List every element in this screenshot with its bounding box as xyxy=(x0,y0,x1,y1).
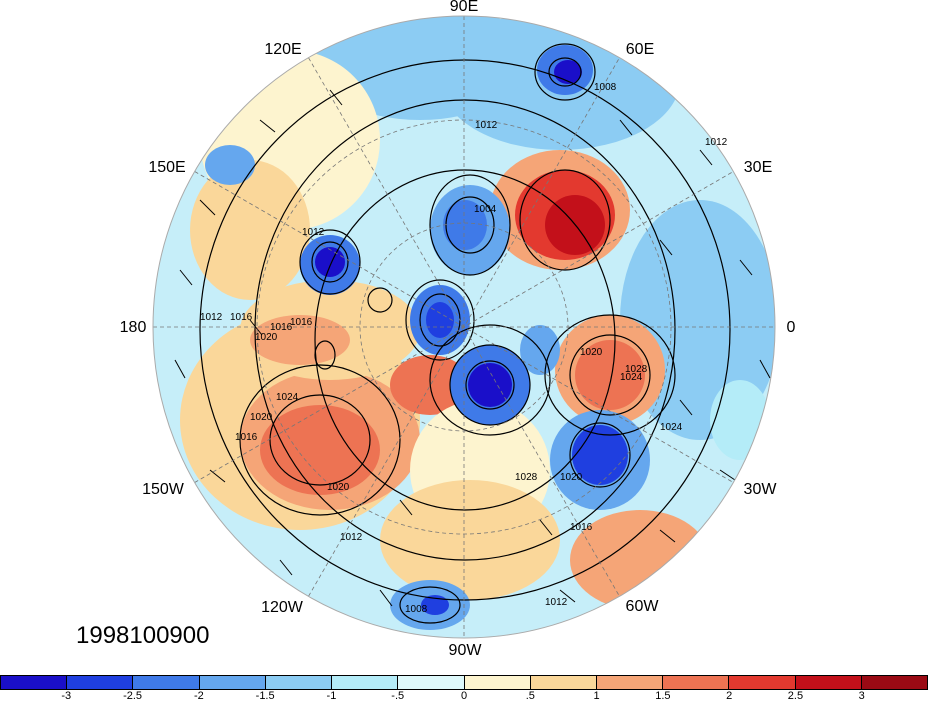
colorbar-box xyxy=(861,676,928,689)
colorbar-tick-label: 1 xyxy=(593,690,600,702)
colorbar-box xyxy=(795,676,862,689)
colorbar-tick-label: -2.5 xyxy=(123,690,143,702)
contour-label: 1008 xyxy=(594,82,617,93)
contour-label: 1028 xyxy=(625,364,648,375)
colorbar-tick-label: -1 xyxy=(326,690,337,702)
colorbar-tick-label: 2 xyxy=(726,690,733,702)
lon-label-0: 0 xyxy=(786,319,796,336)
colorbar-box xyxy=(133,676,200,689)
lon-label-90e: 90E xyxy=(449,0,479,15)
colorbar-tick-label: -.5 xyxy=(391,690,405,702)
colorbar-tick-label: 1.5 xyxy=(655,690,671,702)
contour-label: 1024 xyxy=(660,422,683,433)
map-boundary xyxy=(152,15,776,639)
contour-label: 1004 xyxy=(474,204,497,215)
contour-label: 1012 xyxy=(545,597,568,608)
colorbar-box xyxy=(596,676,664,689)
lon-label-150w: 150W xyxy=(142,481,184,498)
lon-label-120w: 120W xyxy=(261,599,303,616)
colorbar-box xyxy=(729,676,796,689)
contour-label: 1020 xyxy=(327,482,350,493)
colorbar-box xyxy=(464,676,531,689)
contour-label: 1024 xyxy=(276,392,299,403)
colorbar-box xyxy=(530,676,597,689)
polar-map: 1012100810041012101610201024102810161020… xyxy=(152,15,776,639)
date-label: 1998100900 xyxy=(76,622,210,649)
contour-label: 1016 xyxy=(270,322,293,333)
contour-label: 1012 xyxy=(705,137,728,148)
contour-label: 1008 xyxy=(405,604,428,615)
colorbar-tick-label: .5 xyxy=(525,690,535,702)
colorbar-box xyxy=(199,676,266,689)
contour-label: 1020 xyxy=(255,332,278,343)
wind-barbs xyxy=(174,89,771,607)
contour-label: 1012 xyxy=(340,532,363,543)
contour-label: 1016 xyxy=(290,317,313,328)
contour-label: 1012 xyxy=(200,312,223,323)
colorbar-box xyxy=(332,676,399,689)
lon-label-60w: 60W xyxy=(625,598,659,615)
colorbar-tick-label: -3 xyxy=(61,690,72,702)
colorbar-box xyxy=(663,676,730,689)
lon-label-90w: 90W xyxy=(448,642,482,659)
lon-label-120e: 120E xyxy=(264,41,302,58)
contour-label: 1028 xyxy=(515,472,538,483)
colorbar-box xyxy=(1,676,68,689)
colorbar-tick-label: 3 xyxy=(858,690,865,702)
lon-label-30w: 30W xyxy=(743,481,777,498)
lon-label-60e: 60E xyxy=(625,41,655,58)
contour-label: 1012 xyxy=(302,227,325,238)
colorbar-box xyxy=(398,676,465,689)
colorbar-box xyxy=(67,676,134,689)
colorbar xyxy=(0,675,928,690)
pressure-contours xyxy=(199,43,731,624)
colorbar-tick-label: -2 xyxy=(193,690,204,702)
lon-label-180: 180 xyxy=(119,319,147,336)
contour-label: 1020 xyxy=(580,347,603,358)
contour-label: 1016 xyxy=(235,432,258,443)
lon-label-150e: 150E xyxy=(148,159,186,176)
colorbar-tick-label: 2.5 xyxy=(787,690,804,702)
graticule xyxy=(153,16,775,638)
colorbar-box xyxy=(265,676,333,689)
colorbar-tick-label: -1.5 xyxy=(255,690,275,702)
contour-label: 1020 xyxy=(250,412,273,423)
colorbar-tick-label: 0 xyxy=(460,690,468,702)
contour-labels: 1012100810041012101610201024102810161020… xyxy=(200,82,728,615)
contour-label: 1012 xyxy=(475,120,498,131)
contour-label: 1020 xyxy=(560,472,583,483)
contour-label: 1016 xyxy=(570,522,593,533)
contour-label: 1024 xyxy=(620,372,643,383)
contour-label: 1016 xyxy=(230,312,253,323)
lon-label-30e: 30E xyxy=(743,159,773,176)
